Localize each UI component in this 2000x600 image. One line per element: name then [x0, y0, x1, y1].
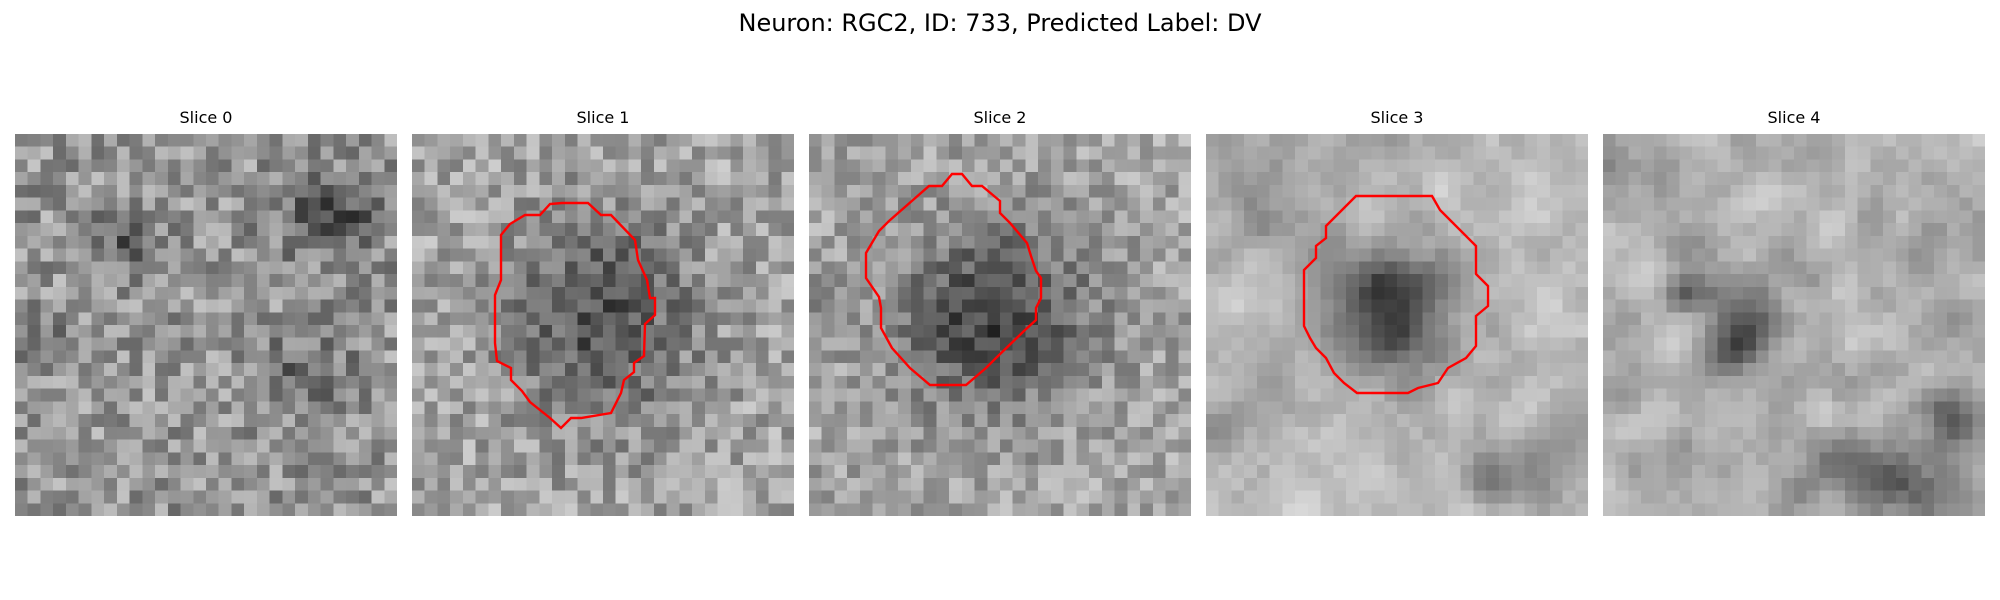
microscopy-slice-2: [809, 134, 1191, 516]
slice-image-1: [412, 134, 794, 516]
slice-image-2: [809, 134, 1191, 516]
microscopy-slice-4: [1603, 134, 1985, 516]
slice-panel-2: Slice 2: [809, 108, 1191, 520]
slice-title-1: Slice 1: [576, 108, 630, 127]
slice-title-3: Slice 3: [1370, 108, 1424, 127]
slice-panel-4: Slice 4: [1603, 108, 1985, 520]
roi-contour-1: [493, 201, 657, 430]
microscopy-slice-0: [15, 134, 397, 516]
slice-image-4: [1603, 134, 1985, 516]
slice-image-3: [1206, 134, 1588, 516]
figure-title: Neuron: RGC2, ID: 733, Predicted Label: …: [738, 9, 1262, 37]
contour-overlay-1: [493, 201, 657, 430]
contour-overlay-2: [864, 172, 1043, 387]
slice-title-2: Slice 2: [973, 108, 1027, 127]
slice-panel-1: Slice 1: [412, 108, 794, 520]
microscopy-slice-3: [1206, 134, 1588, 516]
slice-title-4: Slice 4: [1767, 108, 1821, 127]
slice-image-0: [15, 134, 397, 516]
roi-contour-2: [864, 172, 1043, 387]
slice-panel-0: Slice 0: [15, 108, 397, 520]
slice-panel-3: Slice 3: [1206, 108, 1588, 520]
contour-overlay-3: [1302, 194, 1490, 395]
microscopy-slice-1: [412, 134, 794, 516]
roi-contour-3: [1302, 194, 1490, 395]
slice-title-0: Slice 0: [179, 108, 233, 127]
